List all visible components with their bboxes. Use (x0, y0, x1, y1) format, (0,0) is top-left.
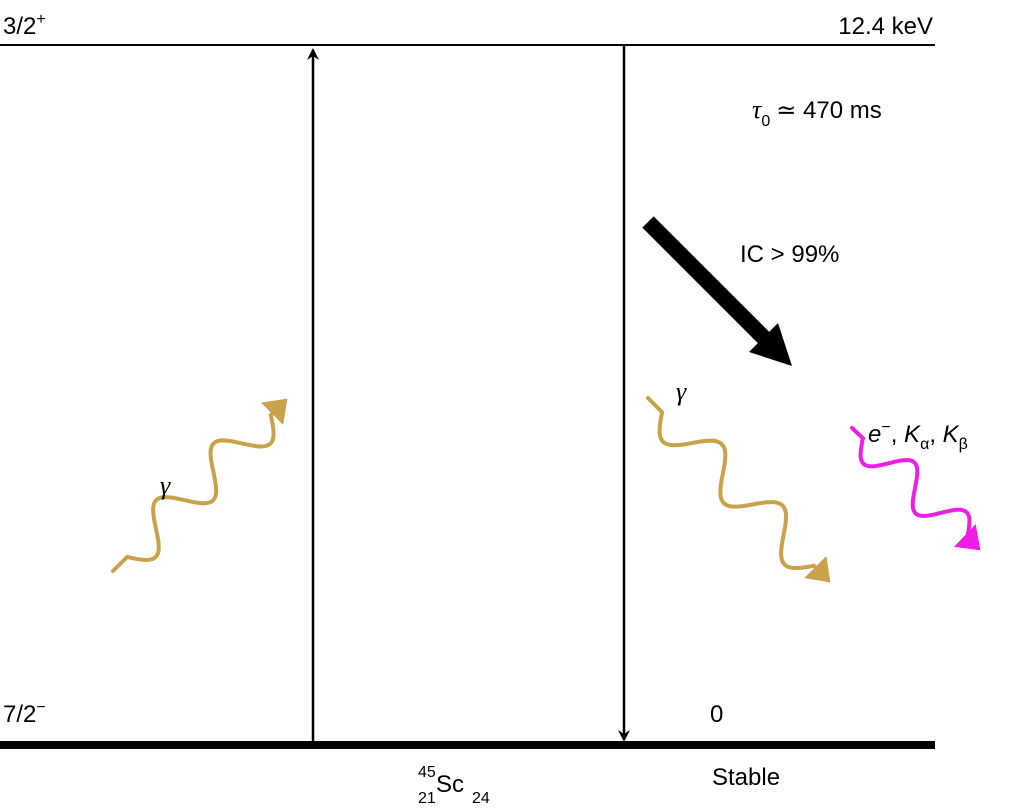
conversion-products-wave (850, 426, 981, 551)
internal-conversion-label: IC > 99% (740, 241, 839, 268)
ground-level-spin-parity: 7/2− (3, 699, 46, 728)
svg-text:24: 24 (472, 790, 490, 807)
upper-level-spin-parity: 3/2+ (3, 11, 46, 40)
ground-level-energy: 0 (710, 701, 723, 728)
svg-text:45: 45 (418, 764, 436, 781)
gamma-emitted-wave (646, 396, 831, 583)
svg-text:21: 21 (418, 790, 436, 807)
svg-text:Sc: Sc (436, 771, 464, 798)
ground-level-status: Stable (712, 764, 780, 791)
lifetime-label: τ0 ≃ 470 ms (752, 95, 882, 130)
nucleus-label: 45 21 Sc 24 (418, 764, 490, 807)
gamma-absorbed-symbol: γ (160, 471, 171, 500)
gamma-emitted-symbol: γ (676, 377, 687, 406)
gamma-absorbed-wave (111, 398, 288, 573)
internal-conversion-arrow (642, 216, 792, 366)
upper-level-energy: 12.4 keV (838, 13, 933, 40)
conversion-products-label: e−, Kα, Kβ (868, 419, 968, 453)
